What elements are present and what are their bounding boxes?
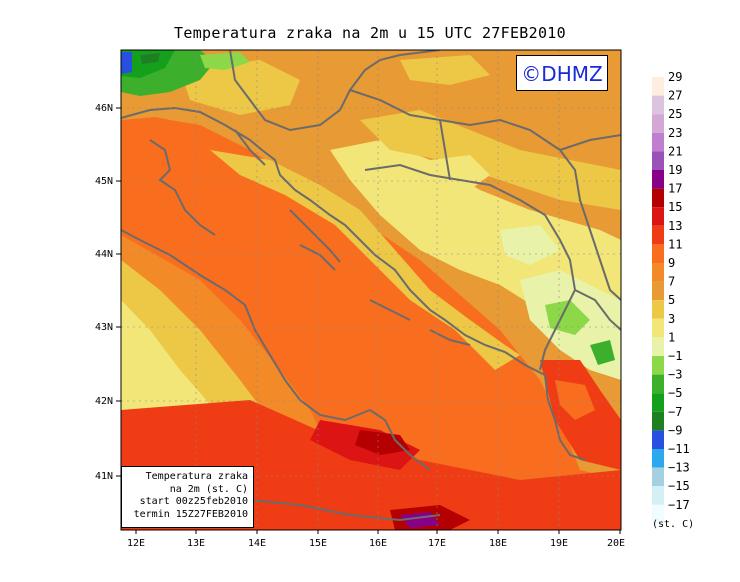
legend-swatch (652, 170, 664, 189)
legend-label: 15 (668, 200, 682, 214)
legend-swatch (652, 132, 664, 152)
legend-swatch (652, 430, 664, 449)
info-line: Temperatura zraka (145, 471, 248, 482)
legend-swatch (652, 337, 664, 356)
info-line: termin 15Z27FEB2010 (133, 508, 248, 520)
legend-label: 21 (668, 144, 682, 158)
y-tick-label: 42N (95, 396, 113, 407)
x-tick-label: 19E (550, 538, 568, 549)
x-tick-label: 15E (309, 538, 327, 549)
legend-label: −11 (668, 442, 690, 456)
legend-swatch (652, 114, 664, 133)
copyright-logo: ©DHMZ (516, 55, 608, 91)
legend-label: −13 (668, 461, 690, 475)
legend-label: 9 (668, 256, 675, 270)
legend-swatch (652, 318, 664, 338)
temperature-field (121, 50, 621, 530)
info-line: na 2m (st. C) (169, 483, 248, 495)
legend-label: −3 (668, 368, 682, 382)
legend-label: 19 (668, 163, 682, 177)
legend-label: −7 (668, 405, 682, 419)
legend-unit: (st. C) (652, 519, 695, 530)
x-tick-label: 17E (428, 538, 446, 549)
legend-label: 25 (668, 107, 682, 121)
legend-label: 11 (668, 237, 682, 251)
legend-swatch (652, 225, 664, 245)
legend-swatch (652, 486, 664, 505)
x-tick-label: 13E (187, 538, 205, 549)
map-frame (120, 49, 622, 531)
legend-label: 13 (668, 219, 682, 233)
legend-label: 23 (668, 126, 682, 140)
x-tick-label: 20E (607, 538, 625, 549)
x-tick-label: 18E (489, 538, 507, 549)
legend-swatch (652, 95, 664, 115)
legend-label: −1 (668, 349, 682, 363)
legend-swatch (652, 300, 664, 319)
legend-swatch (652, 374, 664, 394)
legend-swatch (652, 77, 664, 96)
y-axis: 46N 45N 44N 43N 42N 41N (95, 103, 121, 482)
legend-swatch (652, 151, 664, 170)
legend-label: −15 (668, 479, 690, 493)
info-line: start 00z25feb2010 (139, 496, 248, 507)
legend-swatch (652, 188, 664, 208)
legend-label: 29 (668, 70, 682, 84)
y-tick-label: 43N (95, 322, 113, 333)
legend-swatch (652, 244, 664, 263)
legend-label: 5 (668, 293, 675, 307)
borders (229, 50, 621, 371)
y-tick-label: 44N (95, 249, 113, 260)
info-box: Temperatura zraka na 2m (st. C) start 00… (121, 466, 254, 528)
legend-label: −9 (668, 423, 682, 437)
coastlines (121, 106, 586, 522)
legend-swatch (652, 263, 664, 282)
x-tick-label: 12E (127, 538, 145, 549)
x-axis: 12E 13E 14E 15E 16E 17E 18E 19E 20E (127, 530, 625, 549)
legend-label: 17 (668, 182, 682, 196)
y-tick-label: 45N (95, 176, 113, 187)
legend-swatch (652, 411, 664, 431)
y-tick-label: 46N (95, 103, 113, 114)
x-tick-label: 16E (369, 538, 387, 549)
legend-label: 3 (668, 312, 675, 326)
legend-label: 7 (668, 275, 675, 289)
legend-swatch (652, 449, 664, 468)
legend-label: 27 (668, 89, 682, 103)
legend-swatch (652, 393, 664, 412)
legend-label: −17 (668, 498, 690, 512)
x-tick-label: 14E (248, 538, 266, 549)
legend-label: 1 (668, 330, 675, 344)
legend-label: −5 (668, 386, 682, 400)
legend-swatch (652, 504, 664, 524)
legend-swatch (652, 281, 664, 301)
legend-swatch (652, 356, 664, 375)
y-tick-label: 41N (95, 471, 113, 482)
legend-swatch (652, 467, 664, 487)
graticule (121, 50, 621, 530)
legend-swatch (652, 207, 664, 226)
color-legend: 29 27 25 23 21 19 17 15 13 11 9 7 5 3 1 −1 −3 −5 −7 −9 −11 −1… (652, 70, 690, 524)
map-title: Temperatura zraka na 2m u 15 UTC 27FEB20… (174, 24, 566, 42)
